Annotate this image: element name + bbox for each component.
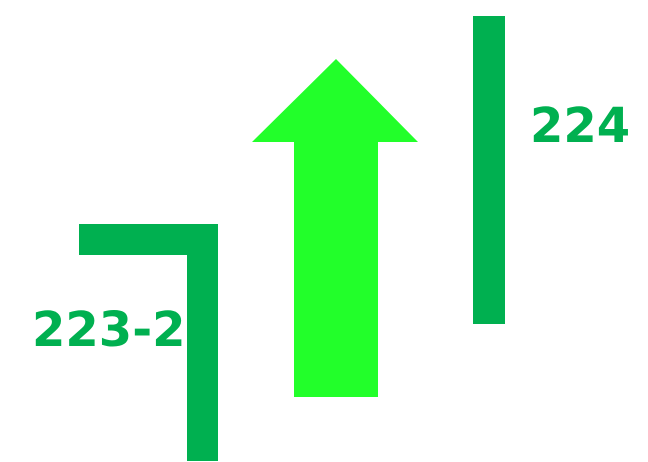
up-arrow-icon <box>252 59 418 397</box>
label-224: 224 <box>530 98 630 154</box>
label-223-2: 223-2 <box>32 302 186 358</box>
left-corner-bar-vertical <box>187 224 218 461</box>
left-corner-bar <box>79 224 218 461</box>
right-vertical-bar <box>473 16 505 324</box>
